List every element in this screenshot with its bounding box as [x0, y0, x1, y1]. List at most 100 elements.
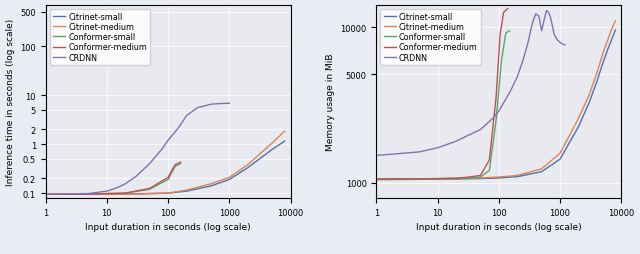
Citrinet-small — [575, 125, 582, 129]
Citrinet-medium — [103, 193, 111, 196]
CRDNN — [434, 147, 442, 150]
Citrinet-small — [586, 101, 593, 104]
Conformer-small — [506, 30, 513, 33]
Citrinet-small — [60, 193, 68, 196]
CRDNN — [519, 59, 527, 62]
Citrinet-medium — [604, 39, 612, 42]
Citrinet-medium — [556, 152, 564, 155]
Citrinet-small — [268, 148, 276, 151]
Citrinet-medium — [452, 177, 460, 180]
Citrinet-medium — [538, 168, 545, 171]
Line: CRDNN: CRDNN — [45, 104, 229, 195]
CRDNN — [513, 76, 521, 79]
CRDNN — [216, 103, 224, 106]
Conformer-medium — [477, 174, 484, 177]
Conformer-medium — [492, 97, 500, 100]
Citrinet-small — [599, 62, 607, 65]
CRDNN — [463, 135, 470, 138]
CRDNN — [535, 15, 543, 19]
CRDNN — [489, 117, 497, 120]
Citrinet-medium — [122, 193, 129, 196]
CRDNN — [538, 30, 545, 33]
CRDNN — [543, 10, 550, 13]
Citrinet-medium — [281, 130, 289, 133]
Citrinet-medium — [415, 178, 423, 181]
Conformer-medium — [103, 192, 111, 195]
CRDNN — [550, 34, 558, 37]
CRDNN — [182, 115, 190, 118]
Conformer-small — [415, 178, 423, 181]
Citrinet-small — [604, 49, 612, 52]
CRDNN — [524, 42, 532, 45]
Conformer-small — [60, 193, 68, 196]
Conformer-medium — [84, 193, 92, 196]
Conformer-medium — [463, 176, 470, 179]
Citrinet-small — [372, 178, 380, 181]
Conformer-small — [172, 165, 179, 168]
Conformer-small — [42, 193, 49, 196]
Citrinet-small — [495, 177, 502, 180]
Citrinet-medium — [207, 183, 215, 186]
Conformer-small — [146, 188, 154, 191]
Citrinet-small — [146, 192, 154, 195]
Citrinet-medium — [477, 177, 484, 180]
Conformer-small — [463, 177, 470, 180]
Conformer-small — [477, 176, 484, 179]
Conformer-medium — [60, 193, 68, 196]
Citrinet-medium — [513, 174, 521, 177]
Citrinet-small — [538, 170, 545, 173]
Citrinet-medium — [182, 189, 190, 192]
Conformer-small — [502, 32, 509, 35]
Line: Conformer-medium: Conformer-medium — [376, 9, 508, 179]
Citrinet-small — [593, 80, 601, 83]
Citrinet-medium — [268, 142, 276, 145]
Conformer-medium — [496, 34, 504, 37]
CRDNN — [415, 151, 423, 154]
Citrinet-medium — [244, 164, 252, 167]
CRDNN — [477, 129, 484, 132]
Conformer-medium — [122, 192, 129, 195]
CRDNN — [84, 192, 92, 195]
Citrinet-small — [513, 176, 521, 179]
Legend: Citrinet-small, Citrinet-medium, Conformer-small, Conformer-medium, CRDNN: Citrinet-small, Citrinet-medium, Conform… — [50, 10, 150, 66]
Line: CRDNN: CRDNN — [376, 12, 565, 156]
Conformer-small — [434, 178, 442, 181]
Line: Conformer-small: Conformer-small — [45, 164, 180, 195]
Y-axis label: Inference time in seconds (log scale): Inference time in seconds (log scale) — [6, 19, 15, 185]
Conformer-small — [452, 178, 460, 181]
Conformer-small — [372, 178, 380, 181]
Citrinet-medium — [434, 177, 442, 180]
Conformer-medium — [486, 159, 493, 162]
Citrinet-small — [42, 193, 49, 196]
Citrinet-small — [556, 158, 564, 161]
Citrinet-medium — [608, 28, 616, 31]
Citrinet-medium — [575, 117, 582, 120]
CRDNN — [103, 190, 111, 193]
Conformer-medium — [146, 187, 154, 190]
Citrinet-medium — [42, 193, 49, 196]
Line: Citrinet-small: Citrinet-small — [376, 31, 616, 180]
Conformer-small — [103, 192, 111, 195]
Citrinet-small — [225, 178, 233, 181]
CRDNN — [132, 175, 140, 178]
Citrinet-small — [612, 29, 620, 33]
Citrinet-small — [452, 178, 460, 181]
X-axis label: Input duration in seconds (log scale): Input duration in seconds (log scale) — [85, 222, 251, 231]
CRDNN — [158, 148, 166, 151]
CRDNN — [547, 17, 554, 20]
Citrinet-medium — [60, 193, 68, 196]
Citrinet-medium — [372, 178, 380, 181]
Citrinet-small — [608, 38, 616, 41]
Conformer-small — [164, 178, 172, 181]
CRDNN — [452, 140, 460, 143]
CRDNN — [193, 107, 201, 110]
Conformer-medium — [164, 176, 172, 179]
Citrinet-small — [122, 193, 129, 196]
Conformer-medium — [452, 177, 460, 180]
Citrinet-small — [244, 167, 252, 170]
Conformer-medium — [372, 178, 380, 181]
Line: Conformer-small: Conformer-small — [376, 32, 509, 180]
Citrinet-small — [84, 193, 92, 196]
CRDNN — [556, 42, 564, 45]
Legend: Citrinet-small, Citrinet-medium, Conformer-small, Conformer-medium, CRDNN: Citrinet-small, Citrinet-medium, Conform… — [380, 10, 481, 66]
